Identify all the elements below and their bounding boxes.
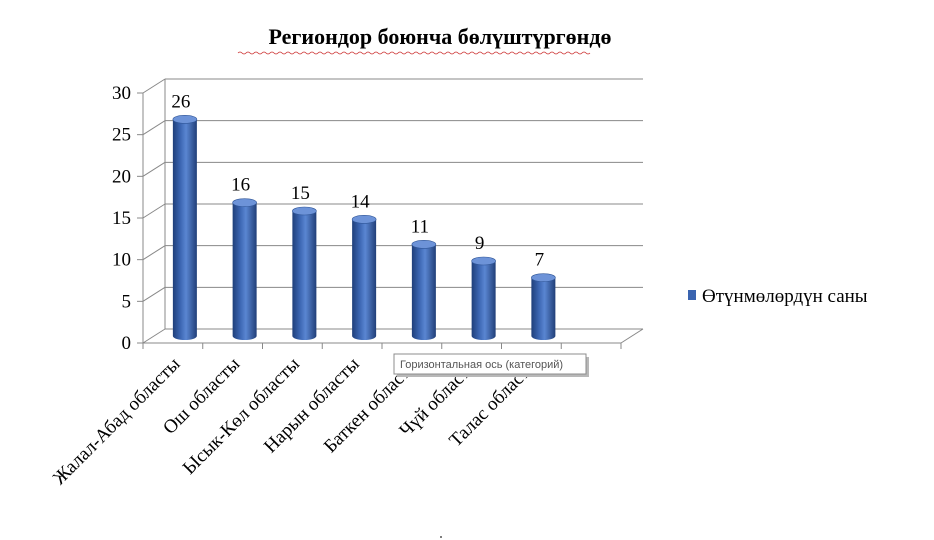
bar[interactable] [352,215,376,340]
axes [143,79,643,349]
gridline-side [143,162,165,176]
data-label: 26 [171,91,190,112]
y-tick-label: 20 [112,166,131,187]
spellcheck-underline [238,52,590,54]
floor-right-edge [621,329,643,343]
y-tick-label: 10 [112,250,131,271]
bars[interactable] [173,115,556,340]
y-tick-label: 30 [112,83,131,104]
data-label: 7 [535,250,545,271]
gridline-side [143,204,165,218]
stray-dot [440,536,442,538]
y-tick-label: 15 [112,208,131,229]
bar[interactable] [531,274,555,340]
y-tick-label: 5 [122,291,132,312]
bar[interactable] [412,240,436,340]
y-tick-label: 0 [122,333,132,354]
bar-body [173,119,197,340]
bar-body [233,203,257,340]
data-label: 14 [351,191,371,212]
legend[interactable]: Өтүнмөлөрдүн саны [688,286,868,307]
bar[interactable] [292,207,316,340]
bar-cap [531,274,555,282]
gridline-side [143,329,165,343]
bar-cap [412,240,436,248]
data-label: 9 [475,233,485,254]
y-axis-ticks: 0 5 10 15 20 25 30 [112,83,143,354]
bar[interactable] [173,115,197,340]
tooltip-text: Горизонтальная ось (категорий) [400,359,563,371]
gridlines [143,79,643,343]
y-tick-label: 25 [112,125,131,146]
bar-cap [472,257,496,265]
bar-body [352,219,376,340]
bar-cap [352,215,376,223]
gridline-side [143,246,165,260]
bar-body [412,244,436,340]
bar-body [531,278,555,340]
bar[interactable] [472,257,496,340]
bar-cap [173,115,197,123]
legend-label: Өтүнмөлөрдүн саны [702,286,868,307]
bar-cap [292,207,316,215]
bar-cap [233,199,257,207]
data-label: 15 [291,183,310,204]
gridline-side [143,287,165,301]
data-label: 16 [231,175,250,196]
bar-body [472,261,496,340]
chart-title: Региондор боюнча бөлүштүргөндө [269,24,612,49]
bar-body [292,211,316,340]
legend-swatch [688,290,696,300]
gridline-side [143,79,165,93]
gridline-side [143,121,165,135]
bar[interactable] [233,199,257,340]
axis-tooltip: Горизонтальная ось (категорий) [394,354,589,377]
data-label: 11 [411,216,429,237]
